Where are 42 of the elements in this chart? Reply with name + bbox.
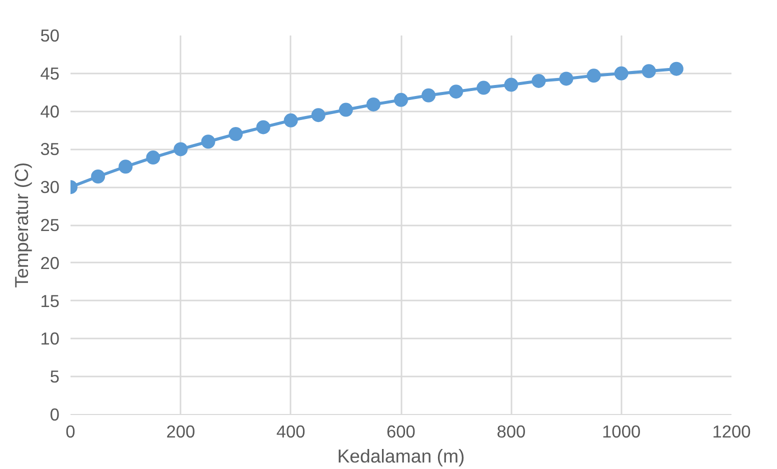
point — [284, 113, 298, 128]
point — [394, 92, 408, 107]
point — [586, 68, 601, 83]
point — [146, 150, 160, 165]
y-tick-label: 25 — [40, 215, 60, 235]
x-tick-label: 200 — [166, 422, 196, 442]
y-tick-label: 30 — [40, 177, 60, 198]
y-tick-label: 40 — [40, 101, 60, 122]
point — [201, 134, 216, 149]
point — [366, 97, 380, 112]
point — [476, 80, 491, 95]
y-tick-label: 50 — [40, 26, 60, 46]
point — [311, 108, 326, 122]
x-tick-label: 0 — [66, 422, 76, 442]
point — [559, 72, 574, 86]
point — [504, 78, 518, 92]
point — [174, 142, 188, 156]
point — [338, 102, 353, 117]
y-tick-label: 45 — [40, 63, 60, 84]
y-tick-label: 35 — [40, 139, 60, 160]
point — [642, 64, 656, 78]
x-tick-label: 1000 — [602, 422, 641, 442]
point — [228, 127, 243, 142]
x-tick-label: 1200 — [712, 422, 751, 442]
point — [91, 170, 106, 184]
x-axis-title: Kedalaman (m) — [337, 446, 465, 466]
y-tick-label: 0 — [50, 404, 60, 424]
y-tick-label: 10 — [40, 328, 60, 349]
point — [532, 74, 546, 88]
point — [256, 120, 270, 134]
y-tick-label: 15 — [40, 290, 60, 311]
point — [422, 88, 436, 102]
x-tick-label: 600 — [386, 422, 416, 442]
point — [669, 62, 684, 76]
point — [614, 66, 628, 80]
point — [449, 84, 464, 99]
x-tick-label: 800 — [496, 422, 526, 442]
point — [118, 160, 133, 174]
y-tick-label: 20 — [40, 252, 60, 273]
y-tick-label: 5 — [50, 366, 60, 387]
x-tick-label: 400 — [276, 422, 306, 442]
y-axis-title: Temperatur (C) — [11, 162, 32, 288]
